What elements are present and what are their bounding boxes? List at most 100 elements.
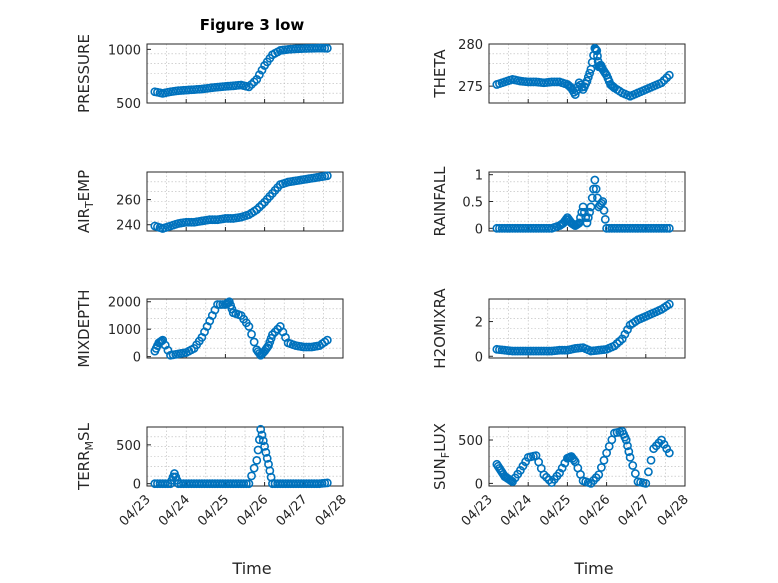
data-point	[644, 467, 653, 477]
y-tick-label: 280	[458, 38, 483, 53]
y-tick-label: 0	[133, 478, 141, 493]
data-point	[585, 68, 595, 78]
data-point	[628, 461, 638, 470]
data-point	[599, 455, 609, 465]
data-point	[241, 479, 251, 489]
data-point	[662, 444, 672, 454]
data-point	[322, 478, 332, 488]
data-point	[664, 299, 674, 309]
data-point	[261, 447, 271, 457]
data-point	[582, 76, 592, 86]
data-point	[596, 198, 606, 208]
y-axis-label: TERRMSL	[75, 422, 96, 491]
data-point	[592, 46, 602, 56]
y-tick-label: 275	[458, 80, 483, 95]
data-point	[641, 478, 651, 488]
data-point	[570, 90, 580, 99]
data-point	[252, 205, 262, 215]
data-point	[257, 200, 267, 210]
data-point	[247, 471, 256, 481]
data-point	[252, 75, 262, 84]
data-point	[664, 448, 674, 458]
figure-title: Figure 3 low	[200, 16, 305, 34]
data-point	[244, 82, 254, 92]
data-point	[591, 184, 601, 194]
data-point	[257, 430, 267, 440]
y-axis-label: PRESSURE	[75, 34, 93, 113]
y-tick-label: 1000	[108, 323, 141, 338]
data-point	[542, 472, 551, 482]
y-tick-label: 500	[116, 439, 141, 454]
data-point	[239, 479, 249, 489]
data-point	[621, 435, 631, 445]
data-point	[662, 73, 672, 83]
y-axis-label: RAINFALL	[431, 166, 449, 237]
y-axis-label: AIRTEMP	[75, 170, 96, 233]
data-point	[249, 337, 259, 347]
y-tick-label: 0	[133, 351, 141, 366]
data-point	[659, 75, 669, 85]
data-point	[664, 223, 674, 233]
data-point	[249, 77, 259, 87]
plot-frame	[146, 426, 344, 487]
data-point	[322, 335, 332, 345]
data-point	[515, 465, 525, 475]
data-point	[254, 70, 264, 80]
data-point	[544, 223, 554, 233]
data-point	[249, 463, 259, 473]
data-point	[583, 72, 593, 82]
data-point	[596, 463, 606, 472]
data-point	[257, 65, 267, 75]
subplot-2: 275 280 THETA	[431, 38, 686, 104]
data-point	[589, 184, 598, 194]
y-tick-label: 0.5	[462, 196, 483, 211]
data-point	[569, 455, 579, 465]
x-axis-label-right: Time	[573, 559, 613, 578]
subplot-3: 240 260 AIRTEMP	[75, 170, 344, 234]
data-point	[252, 455, 262, 465]
data-point	[521, 457, 530, 467]
data-point	[590, 175, 600, 185]
data-point	[593, 51, 602, 61]
data-point	[587, 193, 597, 203]
y-tick-label: 500	[116, 97, 141, 112]
data-point	[244, 322, 254, 331]
data-point	[583, 213, 593, 222]
y-axis-label: THETA	[431, 49, 449, 99]
data-point	[582, 218, 592, 228]
y-tick-label: 1000	[108, 43, 141, 58]
data-point	[322, 171, 332, 181]
data-point	[657, 78, 666, 88]
data-point	[262, 453, 272, 463]
data-point	[260, 442, 269, 451]
y-tick-label: 0	[475, 477, 483, 492]
data-point	[623, 441, 632, 451]
data-point	[253, 445, 263, 455]
data-point	[254, 435, 264, 445]
data-point	[599, 206, 609, 215]
y-axis-label: MIXDEPTH	[75, 289, 93, 367]
y-tick-label: 500	[458, 434, 483, 449]
data-point	[258, 436, 268, 446]
data-point	[585, 207, 595, 217]
data-point	[646, 455, 656, 465]
y-axis-label: H2OMIXRA	[431, 288, 449, 369]
data-point	[625, 452, 635, 462]
data-point	[662, 223, 672, 233]
data-point	[598, 197, 608, 206]
data-point	[322, 43, 332, 53]
data-point	[623, 325, 632, 335]
y-tick-label: 0	[475, 222, 483, 237]
data-point	[620, 329, 630, 339]
data-point	[594, 470, 604, 480]
data-point	[247, 80, 256, 89]
y-axis-label: SUNFLUX	[431, 423, 452, 490]
data-point	[552, 77, 562, 87]
data-point	[600, 214, 610, 224]
y-tick-label: 2	[475, 316, 483, 331]
subplot-1: 500 1000 PRESSURE	[75, 34, 344, 113]
data-point	[664, 70, 674, 80]
subplot-4: 0 0.5 1 RAINFALL	[431, 166, 686, 237]
